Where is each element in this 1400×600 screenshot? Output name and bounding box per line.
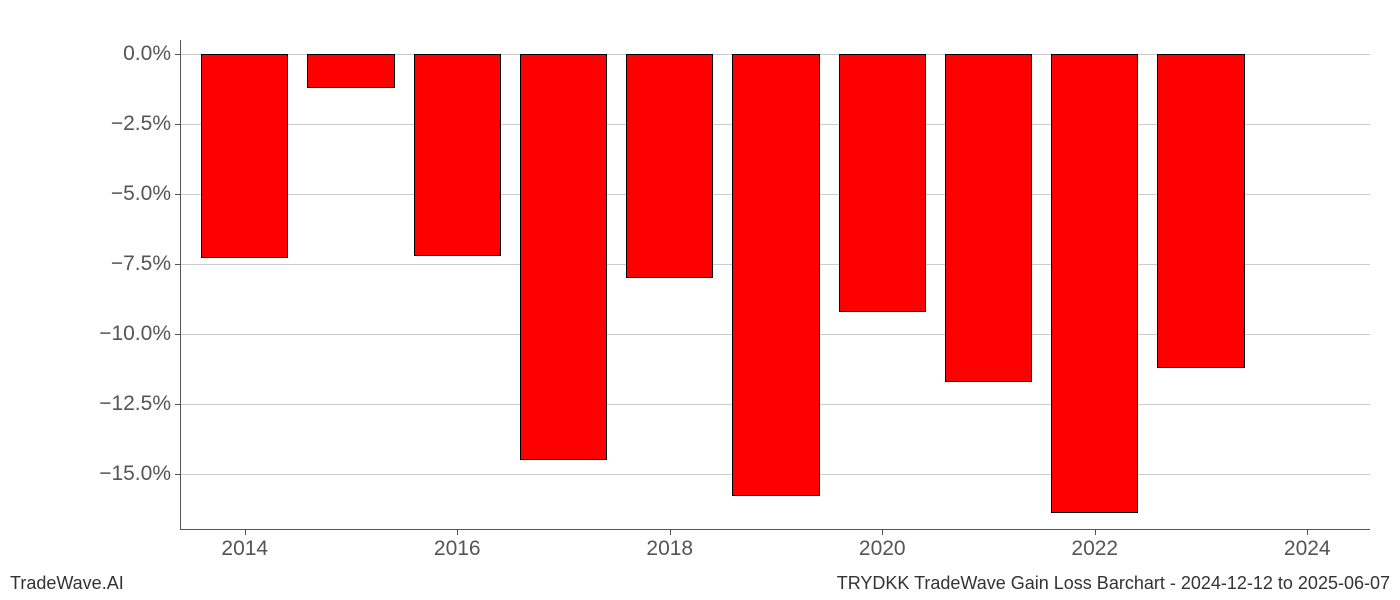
x-tick-label: 2018 (646, 537, 693, 561)
y-tick-mark (175, 54, 181, 55)
x-tick-mark (1095, 529, 1096, 535)
chart-bar (1051, 54, 1138, 513)
chart-bar (414, 54, 501, 256)
chart-bar (1157, 54, 1244, 368)
y-tick-mark (175, 264, 181, 265)
chart-bar (520, 54, 607, 460)
x-tick-label: 2024 (1284, 537, 1331, 561)
gain-loss-barchart: 0.0% −2.5% −5.0% −7.5% −10.0% −12.5% −15.0% 201… (0, 0, 1400, 600)
y-tick-label: −5.0% (111, 182, 171, 206)
chart-bar (839, 54, 926, 312)
x-tick-mark (245, 529, 246, 535)
chart-bar (626, 54, 713, 278)
y-tick-label: −10.0% (99, 322, 171, 346)
y-tick-label: −15.0% (99, 462, 171, 486)
y-tick-mark (175, 474, 181, 475)
y-tick-label: −12.5% (99, 392, 171, 416)
chart-bar (201, 54, 288, 258)
x-tick-mark (670, 529, 671, 535)
plot-area: 0.0%−2.5%−5.0%−7.5%−10.0%−12.5%−15.0%201… (180, 40, 1370, 530)
y-tick-label: −7.5% (111, 252, 171, 276)
x-tick-mark (1307, 529, 1308, 535)
chart-bar (307, 54, 394, 88)
y-tick-mark (175, 404, 181, 405)
x-tick-mark (882, 529, 883, 535)
footer-left-brand: TradeWave.AI (10, 573, 124, 594)
y-tick-mark (175, 194, 181, 195)
y-tick-mark (175, 334, 181, 335)
x-tick-label: 2022 (1071, 537, 1118, 561)
chart-bar (945, 54, 1032, 382)
y-tick-label: −2.5% (111, 112, 171, 136)
x-tick-mark (457, 529, 458, 535)
y-tick-mark (175, 124, 181, 125)
x-tick-label: 2020 (859, 537, 906, 561)
chart-bar (732, 54, 819, 496)
y-tick-label: 0.0% (123, 42, 171, 66)
x-tick-label: 2014 (221, 537, 268, 561)
x-tick-label: 2016 (434, 537, 481, 561)
footer-right-caption: TRYDKK TradeWave Gain Loss Barchart - 20… (837, 573, 1390, 594)
